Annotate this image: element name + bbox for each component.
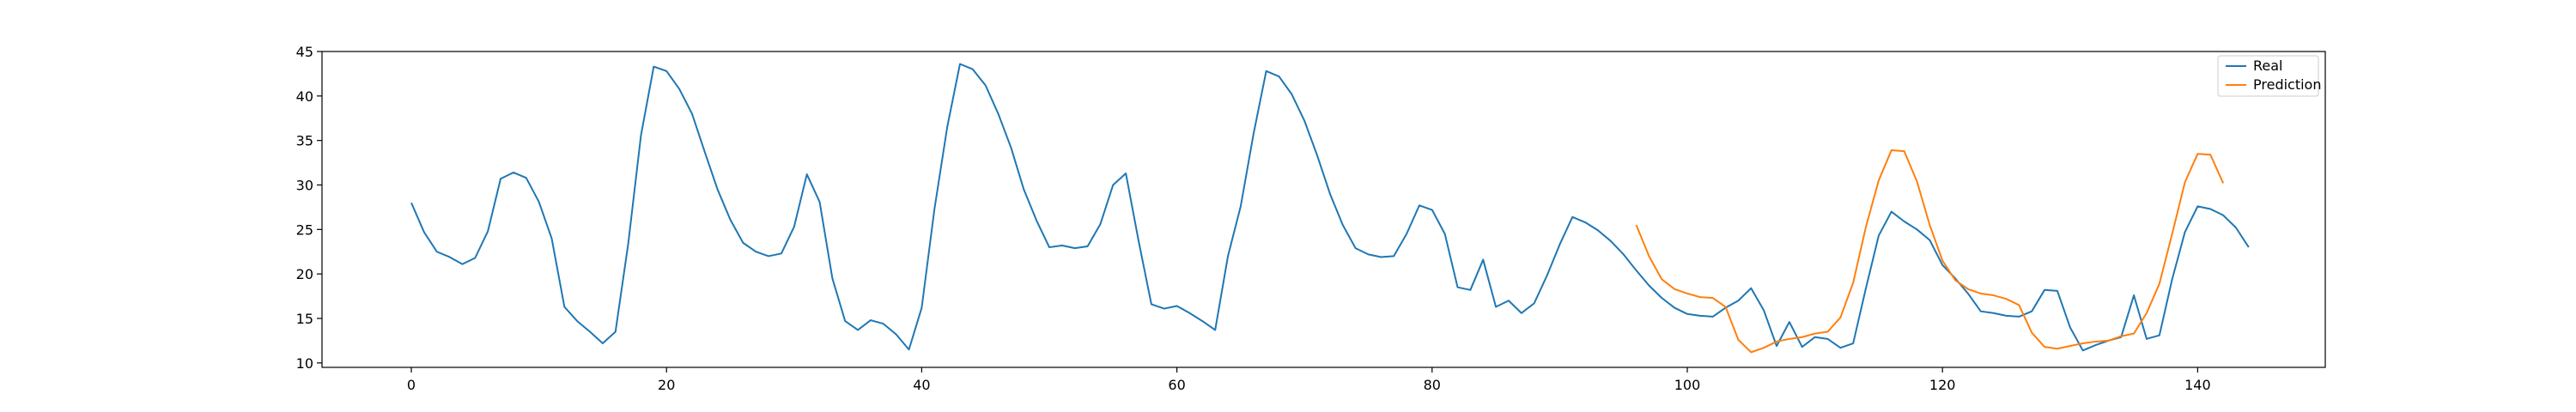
x-tick-label: 80 <box>1424 377 1441 393</box>
y-tick-label: 10 <box>296 355 313 372</box>
x-tick-label: 40 <box>913 377 930 393</box>
plot-area <box>322 52 2325 367</box>
y-tick-label: 25 <box>296 221 313 238</box>
x-tick-label: 0 <box>407 377 416 393</box>
y-tick-label: 35 <box>296 133 313 149</box>
y-tick-label: 20 <box>296 266 313 282</box>
x-tick-label: 140 <box>2184 377 2211 393</box>
x-tick-label: 100 <box>1674 377 1701 393</box>
y-tick-label: 45 <box>296 44 313 60</box>
y-tick-label: 40 <box>296 88 313 105</box>
legend: Real Prediction <box>2218 56 2321 96</box>
x-tick-label: 120 <box>1929 377 1956 393</box>
x-tick-label: 20 <box>658 377 675 393</box>
legend-label-prediction: Prediction <box>2253 76 2321 93</box>
plot-background <box>322 52 2325 367</box>
x-tick-label: 60 <box>1168 377 1185 393</box>
legend-label-real: Real <box>2253 58 2283 74</box>
y-tick-label: 30 <box>296 177 313 193</box>
y-tick-label: 15 <box>296 311 313 327</box>
